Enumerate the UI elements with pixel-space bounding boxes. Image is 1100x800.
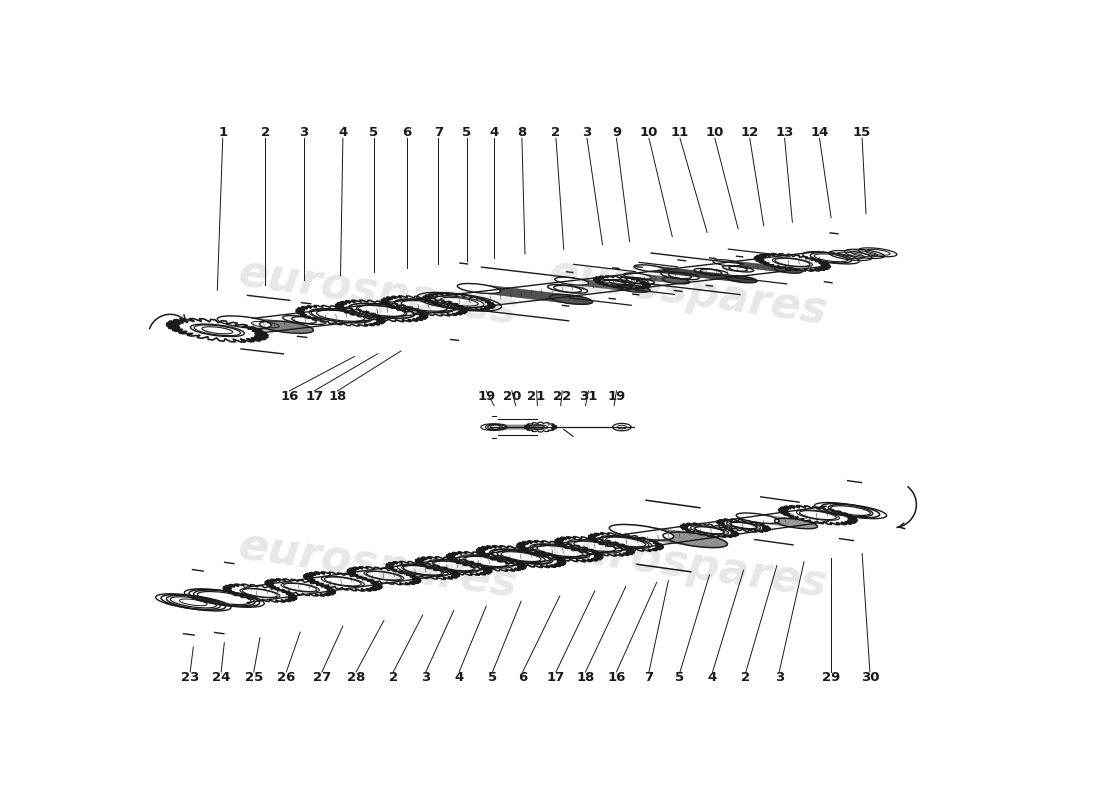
Text: 30: 30 [860, 671, 879, 684]
Text: 3: 3 [774, 671, 784, 684]
Text: 2: 2 [741, 671, 750, 684]
Text: 25: 25 [244, 671, 263, 684]
Text: 11: 11 [671, 126, 689, 139]
Text: 15: 15 [852, 126, 871, 139]
Text: 5: 5 [370, 126, 378, 139]
Text: 18: 18 [328, 390, 346, 403]
Text: 10: 10 [640, 126, 658, 139]
Text: eurospares: eurospares [546, 525, 830, 606]
Text: 2: 2 [551, 126, 561, 139]
Text: 3: 3 [582, 126, 592, 139]
Text: 21: 21 [528, 390, 546, 403]
Text: 31: 31 [580, 390, 597, 403]
Text: 5: 5 [675, 671, 684, 684]
Text: eurospares: eurospares [235, 525, 520, 606]
Text: 24: 24 [212, 671, 230, 684]
Text: 28: 28 [346, 671, 365, 684]
Text: 4: 4 [339, 126, 348, 139]
Text: 2: 2 [261, 126, 270, 139]
Text: 22: 22 [553, 390, 571, 403]
Text: 16: 16 [280, 390, 298, 403]
Text: 1: 1 [218, 126, 228, 139]
Text: 26: 26 [277, 671, 296, 684]
Text: 8: 8 [517, 126, 527, 139]
Text: 5: 5 [488, 671, 497, 684]
Text: 29: 29 [822, 671, 840, 684]
Text: 7: 7 [645, 671, 653, 684]
Text: 18: 18 [576, 671, 595, 684]
Text: 19: 19 [607, 390, 626, 403]
Text: eurospares: eurospares [546, 251, 830, 334]
Text: 3: 3 [299, 126, 309, 139]
Text: 6: 6 [403, 126, 411, 139]
Text: 19: 19 [477, 390, 495, 403]
Text: 17: 17 [547, 671, 565, 684]
Text: 13: 13 [776, 126, 794, 139]
Text: 20: 20 [503, 390, 521, 403]
Text: eurospares: eurospares [235, 251, 520, 334]
Text: 14: 14 [811, 126, 828, 139]
Text: 2: 2 [388, 671, 398, 684]
Text: 3: 3 [421, 671, 430, 684]
Text: 10: 10 [706, 126, 724, 139]
Text: 6: 6 [518, 671, 527, 684]
Text: 5: 5 [462, 126, 472, 139]
Text: 16: 16 [607, 671, 626, 684]
Text: 9: 9 [612, 126, 621, 139]
Text: 4: 4 [454, 671, 464, 684]
Text: 17: 17 [305, 390, 323, 403]
Text: 7: 7 [433, 126, 443, 139]
Text: 23: 23 [182, 671, 199, 684]
Text: 12: 12 [740, 126, 759, 139]
Text: 4: 4 [708, 671, 717, 684]
Text: 4: 4 [490, 126, 498, 139]
Text: 27: 27 [312, 671, 331, 684]
